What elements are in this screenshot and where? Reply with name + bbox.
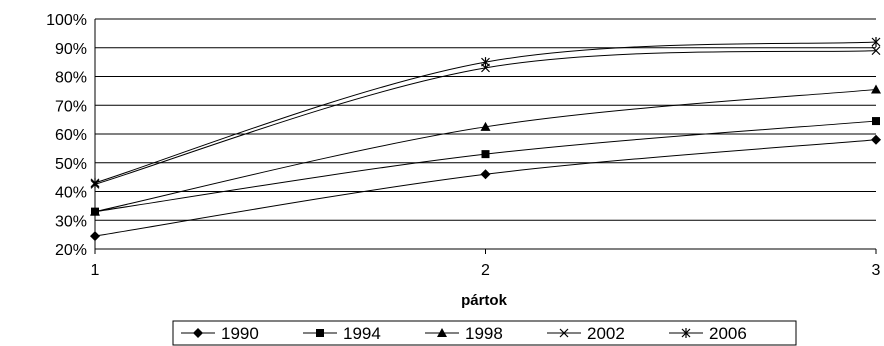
- legend-item: 1994: [303, 324, 381, 343]
- series-lines: [90, 37, 881, 242]
- data-point: [871, 84, 881, 94]
- y-tick-label: 20%: [55, 242, 87, 259]
- data-point: [90, 177, 100, 188]
- series-2006: [90, 37, 881, 188]
- y-tick-label: 40%: [55, 185, 87, 202]
- legend-item: 2006: [669, 324, 747, 343]
- data-point: [872, 117, 880, 126]
- legend-marker: [681, 328, 691, 338]
- x-tick-label: 2: [481, 262, 490, 279]
- x-tick-labels: 1 2 3: [91, 262, 881, 279]
- series-2002: [90, 46, 881, 189]
- series-line: [94, 120, 877, 213]
- data-point: [480, 121, 491, 131]
- y-tick-label: 90%: [55, 41, 87, 58]
- legend-item: 1998: [425, 324, 503, 343]
- series-1994: [91, 117, 880, 216]
- y-tick-label: 100%: [46, 12, 87, 29]
- data-point: [90, 206, 100, 216]
- data-point: [481, 57, 490, 68]
- series-1990: [90, 134, 881, 242]
- y-tick-label: 80%: [55, 70, 87, 87]
- legend: 1990 1994 1998 2002 2006: [172, 320, 797, 346]
- data-point: [90, 231, 100, 242]
- gridlines: [95, 18, 876, 221]
- y-tick-label: 50%: [55, 156, 87, 173]
- legend-label: 1998: [465, 324, 503, 343]
- series-line: [94, 50, 877, 185]
- series-1998: [90, 84, 881, 216]
- data-point: [871, 37, 881, 47]
- legend-item: 2002: [547, 324, 625, 343]
- legend-marker: [316, 329, 324, 337]
- y-tick-label: 60%: [55, 127, 87, 144]
- y-tick-labels: 20% 30% 40% 50% 60% 70% 80% 90% 100%: [46, 12, 87, 259]
- legend-marker: [559, 328, 569, 338]
- x-tick-label: 3: [872, 262, 881, 279]
- legend-label: 2006: [709, 324, 747, 343]
- legend-marker: [193, 328, 203, 338]
- y-tick-label: 30%: [55, 213, 87, 230]
- data-point: [871, 46, 881, 56]
- axes: [94, 19, 877, 254]
- legend-label: 1994: [343, 324, 381, 343]
- x-axis-title: pártok: [461, 292, 508, 309]
- y-tick-label: 70%: [55, 98, 87, 115]
- data-point: [481, 150, 490, 159]
- legend-item: 1990: [181, 324, 259, 343]
- legend-marker: [437, 328, 447, 337]
- x-tick-label: 1: [91, 262, 100, 279]
- legend-label: 1990: [221, 324, 259, 343]
- data-point: [480, 169, 491, 180]
- data-point: [871, 134, 881, 145]
- legend-label: 2002: [587, 324, 625, 343]
